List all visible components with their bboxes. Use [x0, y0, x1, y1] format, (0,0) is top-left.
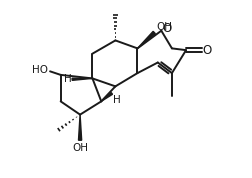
Text: O: O [162, 22, 171, 35]
Text: HO: HO [32, 66, 48, 75]
Polygon shape [78, 115, 82, 140]
Polygon shape [72, 78, 92, 80]
Text: O: O [203, 44, 212, 57]
Text: H: H [64, 74, 71, 84]
Text: OH: OH [72, 143, 88, 153]
Text: H: H [113, 95, 120, 105]
Polygon shape [101, 93, 112, 101]
Text: OH: OH [156, 22, 172, 32]
Polygon shape [138, 31, 155, 48]
